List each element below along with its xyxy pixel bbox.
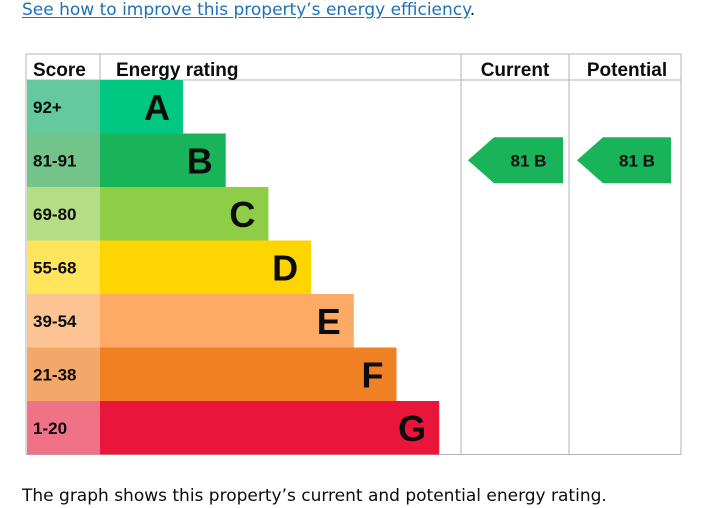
- band-bar-c: [100, 187, 269, 241]
- band-bar-f: [100, 347, 397, 401]
- header-energy-rating: Energy rating: [116, 60, 238, 81]
- score-label-a: 92+: [33, 98, 62, 117]
- band-letter-b: B: [187, 140, 213, 181]
- potential-rating-label: 81 B: [619, 151, 655, 170]
- score-label-d: 55-68: [33, 258, 76, 277]
- band-bar-d: [100, 240, 312, 294]
- rating-bands: 92+ A 81-91 B 69-80 C 55-68 D 39-54 E 21-38 F 1-20 G: [27, 80, 440, 455]
- band-letter-e: E: [317, 301, 341, 342]
- header-current: Current: [481, 60, 550, 81]
- potential-arrow: [577, 137, 671, 184]
- score-label-b: 81-91: [33, 151, 76, 170]
- rating-arrows: 81 B 81 B: [468, 137, 671, 184]
- current-rating-label: 81 B: [511, 151, 547, 170]
- chart-description: The graph shows this property’s current …: [22, 486, 607, 506]
- score-cell-b: [27, 133, 100, 187]
- score-cell-c: [27, 187, 100, 241]
- score-cell-g: [27, 401, 100, 455]
- score-label-e: 39-54: [33, 312, 77, 331]
- band-letter-c: C: [229, 194, 255, 235]
- band-letter-f: F: [362, 354, 384, 395]
- link-suffix: .: [469, 0, 476, 20]
- band-bar-a: [100, 80, 183, 134]
- chart-headers: Score Energy rating Current Potential: [33, 60, 667, 81]
- header-score: Score: [33, 60, 86, 81]
- improve-efficiency-link[interactable]: See how to improve this property’s energ…: [22, 0, 470, 20]
- band-bar-b: [100, 133, 226, 187]
- improve-efficiency-link-line: See how to improve this property’s energ…: [22, 0, 475, 20]
- score-cell-a: [27, 80, 100, 134]
- band-bar-e: [100, 294, 354, 348]
- score-label-c: 69-80: [33, 205, 76, 224]
- score-label-g: 1-20: [33, 419, 67, 438]
- band-bar-g: [100, 401, 440, 455]
- band-letter-a: A: [144, 87, 170, 128]
- score-cell-f: [27, 347, 100, 401]
- header-potential: Potential: [587, 60, 667, 81]
- score-label-f: 21-38: [33, 365, 76, 384]
- band-letter-g: G: [398, 408, 426, 449]
- score-cell-d: [27, 240, 100, 294]
- score-cell-e: [27, 294, 100, 348]
- current-arrow: [468, 137, 563, 184]
- band-letter-d: D: [272, 247, 298, 288]
